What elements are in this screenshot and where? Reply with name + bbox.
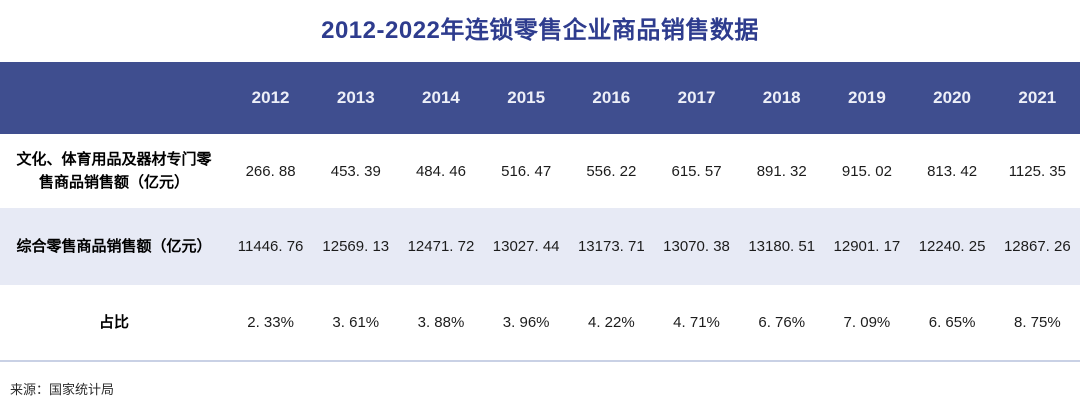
year-header-2019: 2019 [824,62,910,134]
year-header-2020: 2020 [909,62,995,134]
year-header-2015: 2015 [483,62,569,134]
divider [0,360,1080,362]
row-label: 占比 [98,313,129,331]
table-row-general-retail-sales: 综合零售商品销售额（亿元） 11446. 76 12569. 13 12471.… [0,208,1080,285]
sales-data-table: 2012 2013 2014 2015 2016 2017 2018 2019 … [0,62,1080,360]
cell-value: 615. 57 [671,162,722,180]
year-header-2021: 2021 [994,62,1080,134]
cell-value: 13180. 51 [748,238,816,255]
page-title: 2012-2022年连锁零售企业商品销售数据 [321,17,759,44]
cell-value: 12471. 72 [407,238,475,255]
year-header-2013: 2013 [313,62,399,134]
row-label-header-blank [0,62,228,134]
year-header-2017: 2017 [653,62,740,134]
row-label: 文化、体育用品及器材专门零售商品销售额（亿元） [16,150,212,191]
cell-value: 266. 88 [245,162,296,180]
cell-value: 813. 42 [927,162,978,180]
cell-value: 4. 71% [673,314,720,331]
cell-value: 11446. 76 [237,238,304,255]
year-header-2012: 2012 [228,62,314,134]
year-header-2014: 2014 [398,62,484,134]
year-header-row: 2012 2013 2014 2015 2016 2017 2018 2019 … [0,62,1080,134]
table-row-culture-sports-sales: 文化、体育用品及器材专门零售商品销售额（亿元） 266. 88 453. 39 … [0,134,1080,208]
cell-value: 12569. 13 [322,238,390,255]
cell-value: 915. 02 [841,162,892,180]
cell-value: 12867. 26 [1003,238,1071,255]
cell-value: 12901. 17 [833,238,901,255]
cell-value: 4. 22% [587,314,635,331]
cell-value: 13070. 38 [663,238,730,255]
cell-value: 453. 39 [330,162,381,180]
cell-value: 2. 33% [247,314,294,331]
cell-value: 8. 75% [1013,314,1061,331]
cell-value: 13173. 71 [577,238,645,255]
cell-value: 1125. 35 [1008,162,1066,180]
row-label: 综合零售商品销售额（亿元） [16,237,212,255]
cell-value: 516. 47 [501,162,552,180]
cell-value: 3. 61% [332,314,380,331]
cell-value: 3. 96% [502,314,550,331]
cell-value: 12240. 25 [918,238,986,255]
cell-value: 6. 65% [928,314,976,331]
cell-value: 891. 32 [756,162,807,180]
year-header-2018: 2018 [739,62,825,134]
cell-value: 484. 46 [415,162,466,180]
cell-value: 13027. 44 [492,238,560,255]
year-header-2016: 2016 [568,62,654,134]
cell-value: 3. 88% [417,314,465,331]
cell-value: 6. 76% [758,314,806,331]
cell-value: 556. 22 [586,162,637,180]
table-row-proportion: 占比 2. 33% 3. 61% 3. 88% 3. 96% 4. 22% 4.… [0,285,1080,360]
source-note: 来源：国家统计局 [10,382,115,397]
cell-value: 7. 09% [843,314,891,331]
